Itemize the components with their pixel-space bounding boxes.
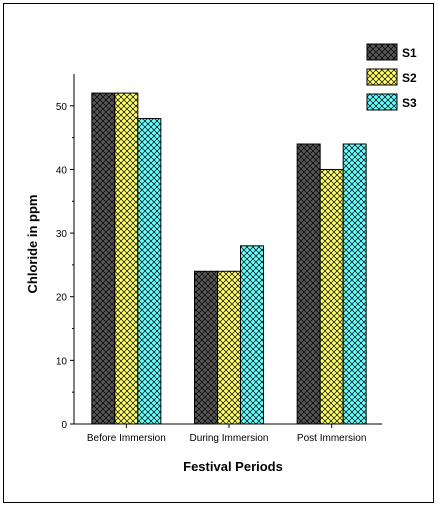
chart-frame: 0 10 20 30 40 50 Before Immersion During Immers… bbox=[3, 3, 434, 503]
bar-s3-1 bbox=[241, 246, 264, 424]
y-tick-label: 20 bbox=[56, 293, 68, 304]
bar-s3-0 bbox=[138, 119, 161, 424]
y-tick-label: 30 bbox=[56, 229, 68, 240]
bar-chart: 0 10 20 30 40 50 Before Immersion During Immers… bbox=[4, 4, 435, 504]
y-axis-label: Chloride in ppm bbox=[25, 195, 40, 294]
x-axis-label: Festival Periods bbox=[183, 459, 283, 474]
bar-s1-1 bbox=[195, 271, 218, 424]
legend-label-s1: S1 bbox=[402, 46, 417, 60]
x-tick-label: Before Immersion bbox=[87, 433, 166, 444]
bar-s3-2 bbox=[343, 144, 366, 424]
x-tick-label: During Immersion bbox=[190, 433, 269, 444]
bar-s1-0 bbox=[92, 93, 115, 424]
bar-s2-2 bbox=[320, 169, 343, 424]
bar-s2-1 bbox=[218, 271, 241, 424]
bars-layer bbox=[92, 93, 366, 424]
legend-swatch-s2 bbox=[367, 69, 397, 85]
x-tick-label: Post Immersion bbox=[297, 433, 366, 444]
legend: S1 S2 S3 bbox=[367, 44, 417, 110]
bar-s2-0 bbox=[115, 93, 138, 424]
y-tick-label: 40 bbox=[56, 165, 68, 176]
y-tick-label: 0 bbox=[61, 420, 67, 431]
y-tick-label: 10 bbox=[56, 356, 68, 367]
legend-label-s3: S3 bbox=[402, 96, 417, 110]
y-tick-label: 50 bbox=[56, 102, 68, 113]
bar-s1-2 bbox=[297, 144, 320, 424]
legend-swatch-s3 bbox=[367, 94, 397, 110]
legend-label-s2: S2 bbox=[402, 71, 417, 85]
legend-swatch-s1 bbox=[367, 44, 397, 60]
